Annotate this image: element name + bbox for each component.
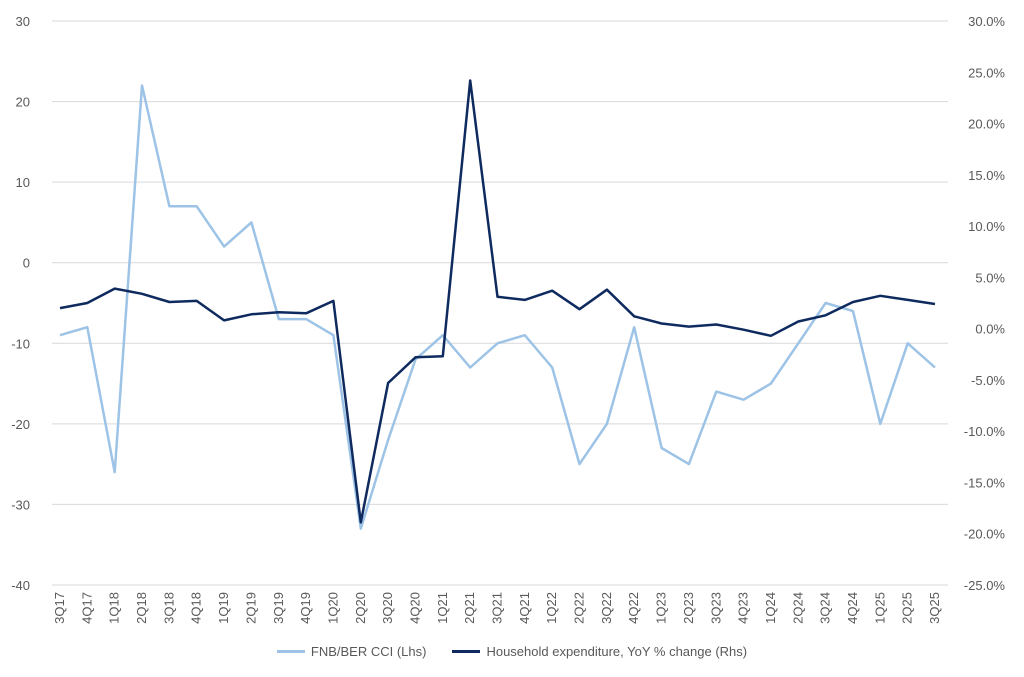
x-tick-label: 3Q21 <box>490 592 505 624</box>
legend-swatch-household <box>452 650 481 653</box>
left-tick-label: -30 <box>11 497 30 512</box>
left-tick-label: 0 <box>23 256 30 271</box>
x-tick-label: 4Q17 <box>79 592 94 624</box>
x-tick-label: 2Q20 <box>353 592 368 624</box>
left-tick-label: -10 <box>11 336 30 351</box>
x-tick-label: 1Q23 <box>654 592 669 624</box>
right-tick-label: 25.0% <box>968 65 1005 80</box>
left-tick-label: 30 <box>16 14 30 29</box>
right-tick-label: 5.0% <box>975 270 1005 285</box>
x-tick-label: 3Q19 <box>271 592 286 624</box>
x-tick-label: 4Q21 <box>517 592 532 624</box>
series-lines <box>59 79 936 530</box>
x-tick-label: 1Q24 <box>763 592 778 624</box>
x-tick-label: 4Q22 <box>626 592 641 624</box>
x-tick-label: 2Q18 <box>134 592 149 624</box>
right-tick-label: -5.0% <box>971 373 1005 388</box>
x-tick-label: 2Q21 <box>462 592 477 624</box>
right-tick-label: -10.0% <box>964 424 1006 439</box>
legend-swatch-cci <box>276 650 305 653</box>
left-tick-label: -40 <box>11 578 30 593</box>
left-tick-label: 20 <box>16 95 30 110</box>
x-tick-label: 4Q23 <box>736 592 751 624</box>
right-tick-label: 0.0% <box>975 322 1005 337</box>
legend: FNB/BER CCI (Lhs) Household expenditure,… <box>0 644 1024 659</box>
x-tick-label: 4Q18 <box>189 592 204 624</box>
left-tick-label: -20 <box>11 417 30 432</box>
series-line-cci <box>59 84 936 530</box>
x-tick-label: 1Q20 <box>325 592 340 624</box>
x-tick-label: 1Q21 <box>435 592 450 624</box>
x-tick-label: 2Q25 <box>900 592 915 624</box>
x-tick-label: 3Q22 <box>599 592 614 624</box>
x-tick-label: 2Q23 <box>681 592 696 624</box>
x-tick-label: 1Q25 <box>872 592 887 624</box>
x-tick-label: 3Q24 <box>818 592 833 624</box>
legend-item-cci: FNB/BER CCI (Lhs) <box>276 644 427 659</box>
x-tick-label: 4Q24 <box>845 592 860 624</box>
right-tick-label: -25.0% <box>964 578 1006 593</box>
x-tick-label: 1Q22 <box>544 592 559 624</box>
x-tick-label: 2Q19 <box>243 592 258 624</box>
x-tick-label: 3Q23 <box>708 592 723 624</box>
x-tick-label: 3Q20 <box>380 592 395 624</box>
right-tick-label: -20.0% <box>964 527 1006 542</box>
x-tick-label: 4Q19 <box>298 592 313 624</box>
right-tick-label: 20.0% <box>968 117 1005 132</box>
legend-item-household: Household expenditure, YoY % change (Rhs… <box>452 644 747 659</box>
x-tick-label: 3Q18 <box>161 592 176 624</box>
left-tick-label: 10 <box>16 175 30 190</box>
right-tick-label: 30.0% <box>968 14 1005 29</box>
chart: -40 -30 -20 -10 0 10 20 30 -25.0% -20.0% -15.0% -1… <box>11 14 1006 624</box>
legend-label-cci: FNB/BER CCI (Lhs) <box>310 644 427 659</box>
gridlines <box>52 20 948 586</box>
x-tick-label: 4Q20 <box>407 592 422 624</box>
x-tick-label: 3Q25 <box>927 592 942 624</box>
right-tick-label: 15.0% <box>968 168 1005 183</box>
legend-label-household: Household expenditure, YoY % change (Rhs… <box>486 644 748 659</box>
right-tick-label: 10.0% <box>968 219 1005 234</box>
x-tick-label: 3Q17 <box>52 592 67 624</box>
x-tick-label: 1Q18 <box>107 592 122 624</box>
x-tick-label: 2Q22 <box>572 592 587 624</box>
left-axis: -40 -30 -20 -10 0 10 20 30 <box>11 14 30 593</box>
x-tick-label: 1Q19 <box>216 592 231 624</box>
x-axis: 3Q17 4Q17 1Q18 2Q18 3Q18 4Q18 1Q19 2Q19 3Q19 4Q19… <box>52 592 942 624</box>
right-axis: -25.0% -20.0% -15.0% -10.0% -5.0% 0.0% 5.0% 10.… <box>964 14 1006 593</box>
x-tick-label: 2Q24 <box>790 592 805 624</box>
right-tick-label: -15.0% <box>964 475 1006 490</box>
series-line-household <box>59 79 936 524</box>
